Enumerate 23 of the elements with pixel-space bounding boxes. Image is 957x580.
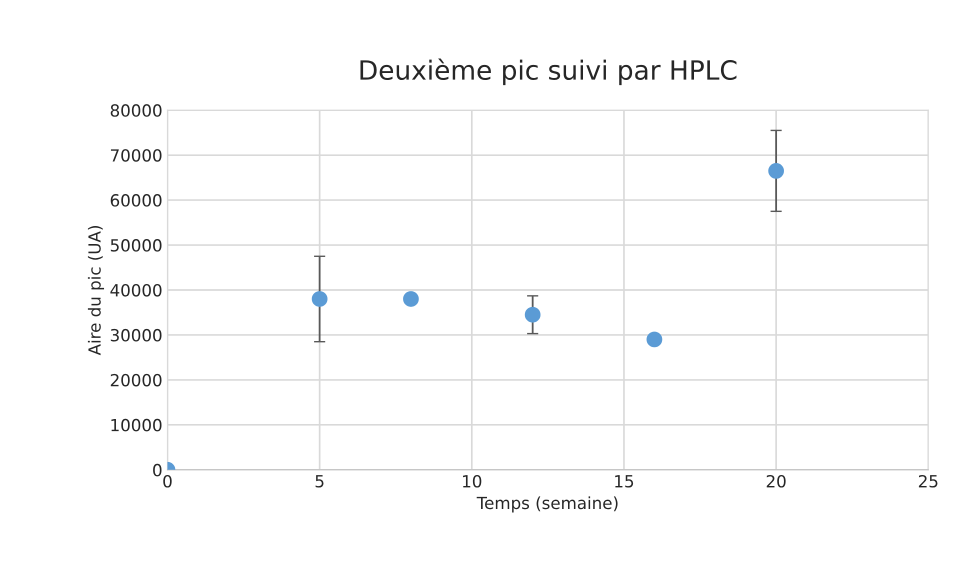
point [403, 291, 419, 307]
point [312, 291, 328, 307]
x-tick-label: 10 [463, 474, 482, 488]
y-tick-label: 30000 [110, 328, 162, 342]
point [646, 332, 662, 348]
y-tick-label: 0 [153, 464, 162, 476]
y-tick-label: 20000 [110, 374, 162, 386]
y-tick-label: 60000 [110, 194, 162, 207]
y-axis-title: Aire du pic (UA) [88, 226, 104, 356]
point [524, 306, 541, 323]
x-tick-label: 20 [766, 474, 786, 488]
x-tick-label: 25 [918, 474, 938, 488]
x-tick-label: 0 [163, 474, 172, 488]
x-tick-label: 5 [316, 475, 324, 488]
y-tick-label: 40000 [110, 284, 162, 297]
y-tick-label: 70000 [110, 149, 162, 162]
y-tick-label: 10000 [111, 418, 162, 432]
y-tick-label: 80000 [110, 104, 162, 117]
x-axis-title: Temps (semaine) [476, 496, 618, 512]
point [768, 163, 784, 179]
chart-title: Deuxième pic suivi par HPLC [360, 58, 736, 86]
x-tick-label: 15 [615, 475, 634, 488]
y-tick-label: 50000 [110, 239, 162, 252]
